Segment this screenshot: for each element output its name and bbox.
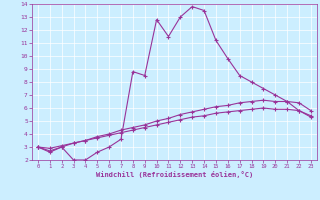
X-axis label: Windchill (Refroidissement éolien,°C): Windchill (Refroidissement éolien,°C) bbox=[96, 171, 253, 178]
